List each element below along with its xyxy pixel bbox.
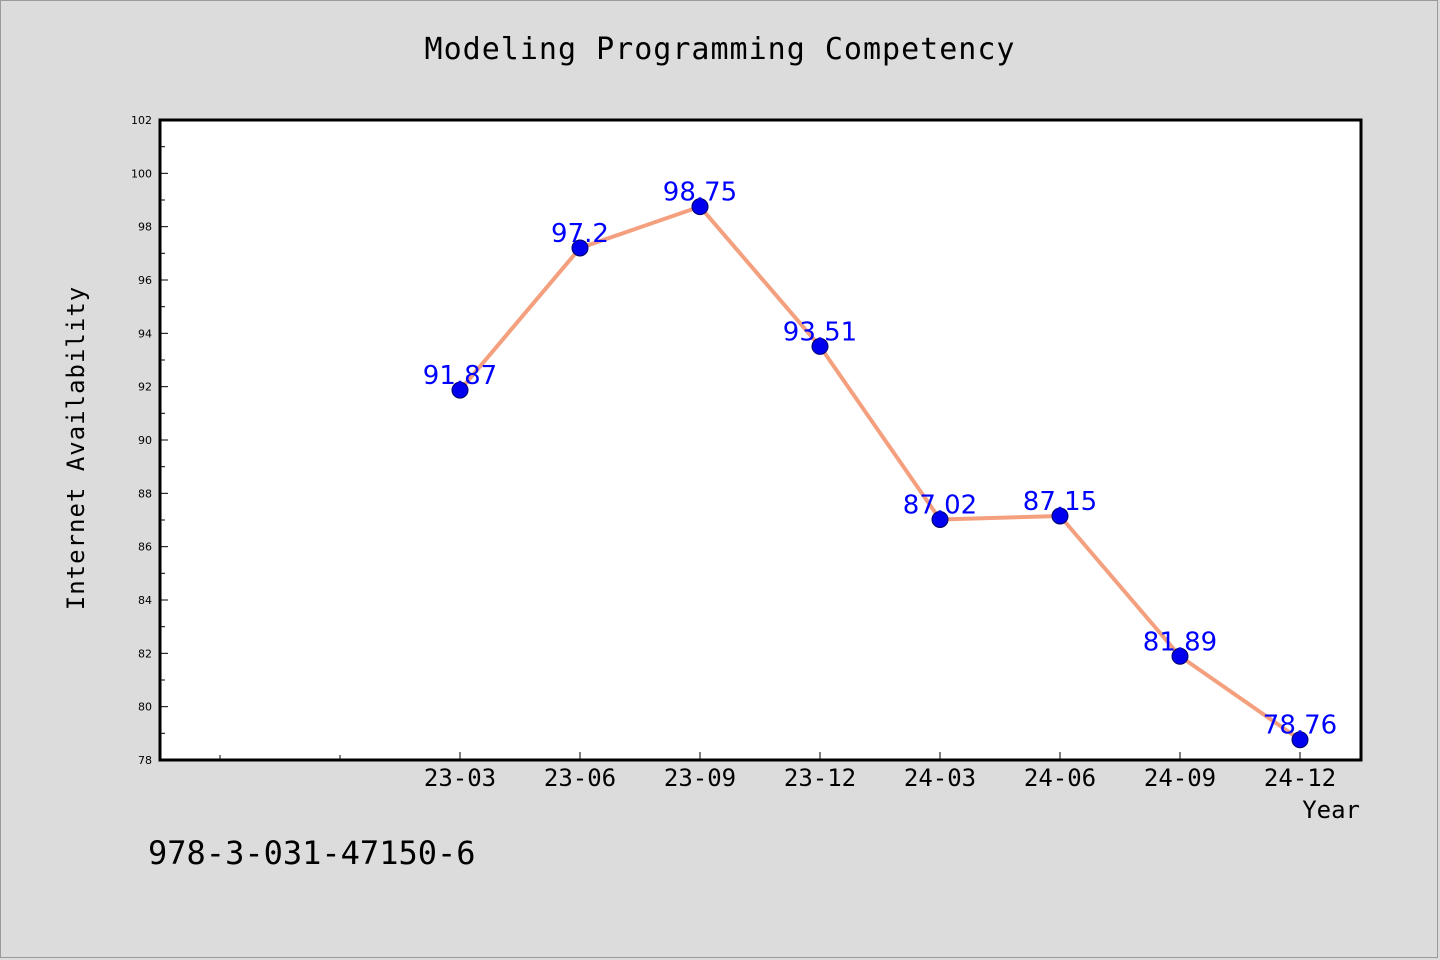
x-tick-label: 23-09 — [664, 764, 736, 792]
y-tick-label: 100 — [131, 167, 152, 180]
x-axis-label: Year — [1302, 796, 1360, 824]
y-tick-label: 84 — [138, 594, 152, 607]
y-tick-label: 86 — [138, 541, 152, 554]
data-point — [1291, 731, 1309, 749]
data-label: 87.02 — [903, 490, 977, 520]
data-label: 93.51 — [783, 317, 857, 347]
data-point — [571, 239, 589, 257]
x-tick-label: 24-06 — [1024, 764, 1096, 792]
y-tick-label: 80 — [138, 701, 152, 714]
data-label: 98.75 — [663, 178, 737, 208]
x-tick-label: 23-12 — [784, 764, 856, 792]
data-point — [931, 510, 949, 528]
x-tick-label: 24-03 — [904, 764, 976, 792]
y-tick-label: 96 — [138, 274, 152, 287]
x-tick-label: 24-12 — [1264, 764, 1336, 792]
data-label: 87.15 — [1023, 487, 1097, 517]
data-label: 97.2 — [551, 219, 609, 249]
x-tick-label: 23-06 — [544, 764, 616, 792]
data-point — [691, 198, 709, 216]
data-point — [811, 337, 829, 355]
y-tick-label: 92 — [138, 381, 152, 394]
plot-area — [160, 120, 1361, 760]
plot-border — [158, 118, 1363, 762]
isbn-footnote: 978-3-031-47150-6 — [148, 834, 476, 872]
data-label: 91.87 — [423, 361, 497, 391]
y-tick-label: 78 — [138, 754, 152, 767]
data-point — [1051, 507, 1069, 525]
data-point — [451, 381, 469, 399]
data-point — [1171, 647, 1189, 665]
y-tick-label: 90 — [138, 434, 152, 447]
y-tick-label: 82 — [138, 647, 152, 660]
data-label: 78.76 — [1263, 711, 1337, 741]
x-tick-label: 23-03 — [424, 764, 496, 792]
y-tick-label: 94 — [138, 327, 152, 340]
y-tick-label: 98 — [138, 221, 152, 234]
y-tick-label: 102 — [131, 114, 152, 127]
data-label: 81.89 — [1143, 627, 1217, 657]
series-line — [458, 204, 1302, 742]
y-tick-label: 88 — [138, 487, 152, 500]
x-tick-label: 24-09 — [1144, 764, 1216, 792]
chart-title: Modeling Programming Competency — [424, 32, 1016, 67]
